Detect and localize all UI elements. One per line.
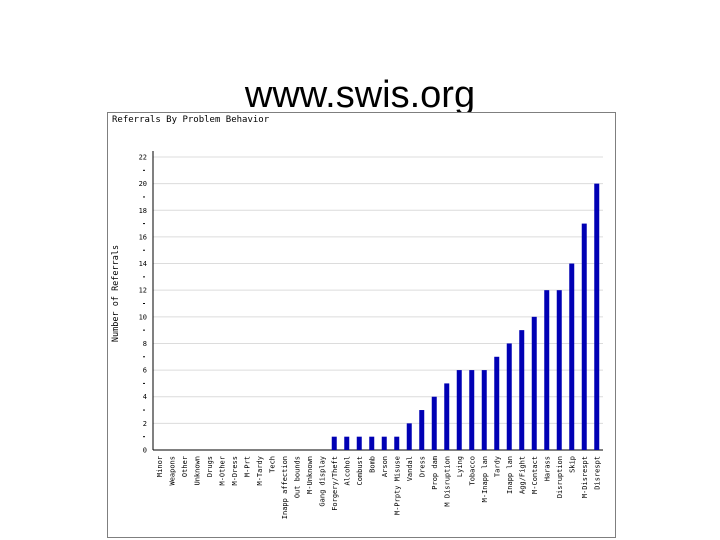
bar [369, 436, 375, 450]
bar [506, 343, 512, 450]
bar [556, 290, 562, 450]
x-tick-label: Disrespt [593, 456, 601, 490]
x-tick-label: Dress [418, 456, 426, 477]
y-tick-label: 0 [143, 447, 147, 455]
bar [481, 370, 487, 450]
x-tick-label: Other [181, 456, 189, 477]
bar [594, 183, 600, 450]
y-tick-label: 12 [139, 287, 147, 295]
x-tick-label: M-Other [218, 456, 226, 486]
bar [469, 370, 475, 450]
bar [519, 330, 525, 450]
x-tick-label: Tobacco [468, 456, 476, 486]
y-axis-label: Number of Referrals [111, 245, 121, 342]
x-tick-label: Inapp affection [281, 456, 289, 519]
bar-chart: 0 2 4 6 8 10 12 14 16 18 20 22 Minor Weapons Other Unk… [111, 151, 603, 519]
bar [569, 263, 575, 450]
x-tick-label: M-Contact [531, 456, 539, 494]
x-tick-label: Combust [356, 456, 364, 486]
bars [331, 183, 600, 450]
bar [394, 436, 400, 450]
grid-lines [153, 156, 603, 424]
bar [419, 410, 425, 450]
bar [444, 383, 450, 450]
y-tick-label: 4 [143, 393, 147, 401]
x-tick-label: Out bounds [293, 456, 301, 498]
x-tick-label: Skip [568, 456, 576, 473]
y-tick-label: 14 [139, 260, 147, 268]
x-tick-label: Bomb [368, 456, 376, 473]
y-tick-label: 2 [143, 420, 147, 428]
y-tick-label: 22 [139, 154, 147, 162]
x-tick-label: Alcohol [343, 456, 351, 486]
x-tick-label: Gang display [318, 456, 326, 507]
y-tick-labels: 0 2 4 6 8 10 12 14 16 18 20 22 [139, 154, 147, 455]
x-tick-label: M-Inapp lan [481, 456, 489, 502]
bar [381, 436, 387, 450]
x-tick-label: Forgery/Theft [331, 456, 339, 511]
y-tick-label: 10 [139, 313, 147, 321]
y-tick-label: 20 [139, 180, 147, 188]
x-tick-label: M-Dress [231, 456, 239, 486]
y-tick-label: 8 [143, 340, 147, 348]
x-tick-label: M-Disrespt [581, 456, 589, 498]
y-tick-label: 16 [139, 233, 147, 241]
x-tick-label: Drugs [206, 456, 214, 477]
x-tick-label: Tech [268, 456, 276, 473]
bar [356, 436, 362, 450]
x-tick-label: Weapons [168, 456, 176, 486]
x-tick-label: Minor [156, 456, 164, 477]
x-tick-label: Prop dam [431, 456, 439, 490]
x-tick-label: M-Prpty Misuse [393, 456, 401, 515]
axes [152, 151, 603, 451]
bar [331, 436, 337, 450]
bar [344, 436, 350, 450]
x-tick-label: M-Unknown [306, 456, 314, 494]
bar [544, 290, 550, 450]
slide-title: www.swis.org [244, 74, 476, 116]
bar [494, 356, 500, 450]
bar [406, 423, 412, 450]
x-tick-label: M-Tardy [256, 456, 264, 486]
x-tick-label: Arson [381, 456, 389, 477]
x-tick-label: Tardy [493, 456, 501, 477]
chart-panel: Referrals By Problem Behavior 0 2 4 6 8 10 12 1… [107, 112, 616, 538]
bar [581, 223, 587, 450]
x-tick-label: Unknown [193, 456, 201, 486]
bar [456, 370, 462, 450]
x-tick-label: Lying [456, 456, 464, 477]
x-tick-label: Vandal [406, 456, 414, 481]
chart-title: Referrals By Problem Behavior [112, 115, 270, 125]
x-tick-label: Inapp lan [506, 456, 514, 494]
bar [431, 396, 437, 450]
x-tick-label: Harass [543, 456, 551, 481]
x-tick-label: M-Prt [243, 456, 251, 477]
bar [531, 316, 537, 450]
x-tick-labels: Minor Weapons Other Unknown Drugs M-Other M-Dr… [156, 456, 602, 519]
x-tick-label: Disruption [556, 456, 564, 498]
y-tick-label: 18 [139, 207, 147, 215]
y-tick-label: 6 [143, 367, 147, 375]
x-tick-label: M Disruption [443, 456, 451, 507]
x-tick-label: Agg/Fight [518, 456, 526, 494]
